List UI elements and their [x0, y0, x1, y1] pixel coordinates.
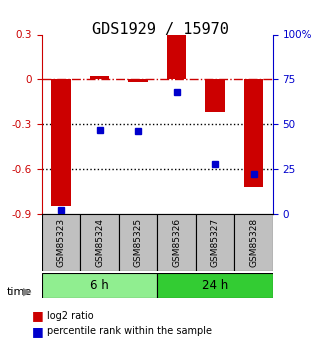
Text: GSM85327: GSM85327 — [211, 218, 220, 267]
Text: GDS1929 / 15970: GDS1929 / 15970 — [92, 22, 229, 37]
FancyBboxPatch shape — [234, 214, 273, 271]
Bar — [128, 79, 148, 82]
Text: GSM85326: GSM85326 — [172, 218, 181, 267]
Bar — [205, 79, 225, 112]
Bar — [244, 79, 263, 187]
Bar — [90, 76, 109, 79]
Text: ■: ■ — [32, 309, 44, 322]
FancyBboxPatch shape — [42, 214, 80, 271]
Text: GSM85323: GSM85323 — [56, 218, 65, 267]
Text: GSM85325: GSM85325 — [134, 218, 143, 267]
FancyBboxPatch shape — [119, 214, 157, 271]
Text: ▶: ▶ — [23, 287, 31, 296]
Text: GSM85328: GSM85328 — [249, 218, 258, 267]
Text: 6 h: 6 h — [90, 279, 109, 292]
Bar — [167, 34, 186, 79]
FancyBboxPatch shape — [80, 214, 119, 271]
Text: GSM85324: GSM85324 — [95, 218, 104, 267]
FancyBboxPatch shape — [157, 214, 196, 271]
Text: ■: ■ — [32, 325, 44, 338]
FancyBboxPatch shape — [196, 214, 234, 271]
Text: time: time — [6, 287, 32, 296]
Text: 24 h: 24 h — [202, 279, 228, 292]
Text: log2 ratio: log2 ratio — [47, 311, 93, 321]
FancyBboxPatch shape — [42, 273, 157, 298]
Bar — [51, 79, 71, 206]
Text: percentile rank within the sample: percentile rank within the sample — [47, 326, 212, 336]
FancyBboxPatch shape — [157, 273, 273, 298]
